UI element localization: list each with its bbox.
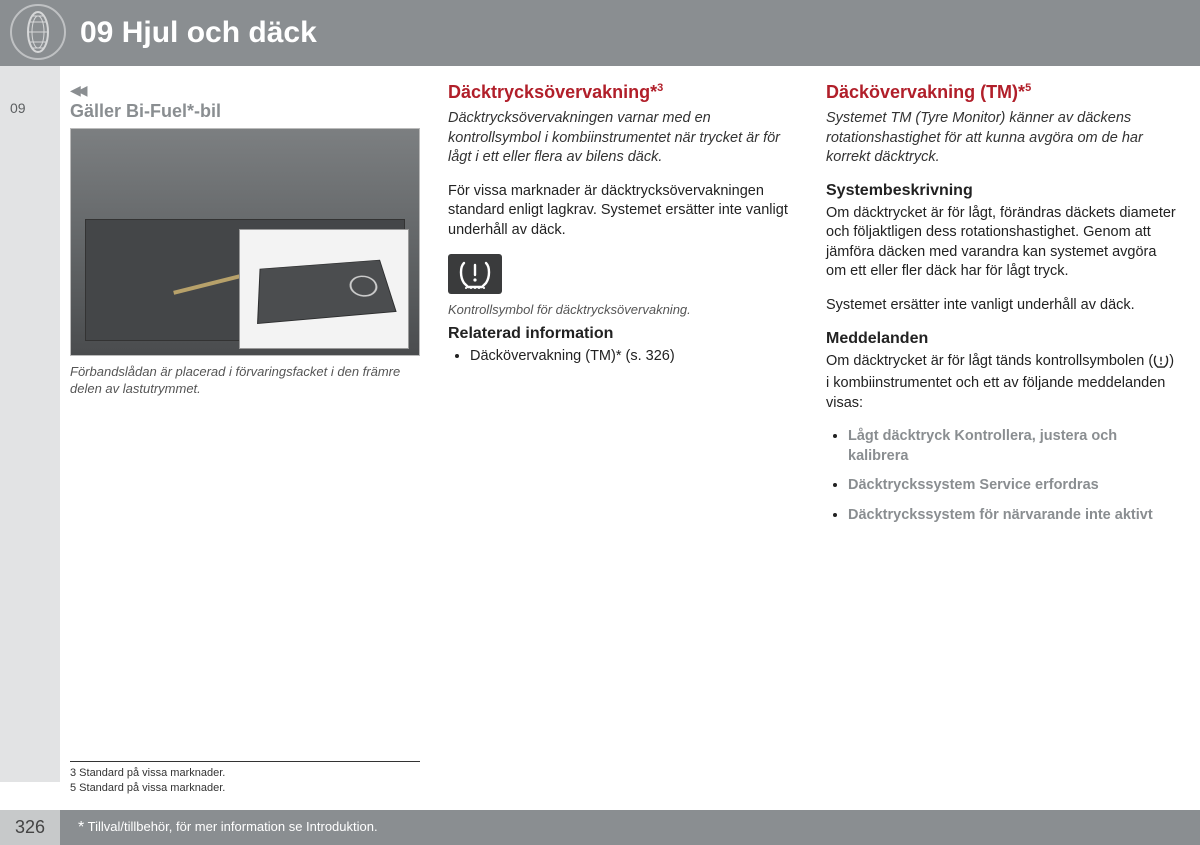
- col3-intro: Systemet TM (Tyre Monitor) känner av däc…: [826, 109, 1176, 168]
- column-1: ◀◀ Gäller Bi-Fuel*-bil Förbandslådan är …: [70, 82, 420, 535]
- continued-from-prev-icon: ◀◀: [70, 82, 420, 99]
- col2-heading-sup: 3: [657, 82, 663, 94]
- tpms-inline-icon: [1153, 354, 1169, 375]
- tpms-symbol-box: [448, 254, 502, 294]
- message-text-2: Däcktryckssystem Service erfordras: [848, 477, 1099, 493]
- chapter-title: 09 Hjul och däck: [80, 16, 317, 50]
- header-bar: 09 Hjul och däck: [0, 0, 1200, 66]
- message-text-3: Däcktryckssystem för närvarande inte akt…: [848, 507, 1153, 523]
- content-columns: ◀◀ Gäller Bi-Fuel*-bil Förbandslådan är …: [70, 82, 1180, 535]
- col1-subhead: Gäller Bi-Fuel*-bil: [70, 101, 420, 122]
- messages-intro-a: Om däcktrycket är för lågt tänds kontrol…: [826, 353, 1153, 369]
- page-number: 326: [0, 810, 60, 845]
- footer-note: * Tillval/tillbehör, för mer information…: [78, 819, 378, 837]
- trunk-photo-figure: [70, 128, 420, 356]
- footnotes: 3 Standard på vissa marknader. 5 Standar…: [70, 761, 420, 795]
- column-2: Däcktrycksövervakning*3 Däcktrycksöverva…: [448, 82, 798, 535]
- first-aid-kit-inset: [239, 229, 409, 349]
- tire-chapter-icon: [10, 4, 66, 60]
- symbol-caption: Kontrollsymbol för däcktrycksövervakning…: [448, 302, 798, 319]
- message-item-2: Däcktryckssystem Service erfordras: [848, 476, 1176, 496]
- messages-list: Lågt däcktryck Kontrollera, justera och …: [826, 427, 1176, 525]
- system-desc-heading: Systembeskrivning: [826, 182, 1176, 200]
- system-desc-p1: Om däcktrycket är för lågt, förändras dä…: [826, 204, 1176, 282]
- col2-heading-text: Däcktrycksövervakning*: [448, 82, 657, 102]
- messages-intro: Om däcktrycket är för lågt tänds kontrol…: [826, 352, 1176, 414]
- figure-caption: Förbandslådan är placerad i förvaringsfa…: [70, 364, 420, 398]
- related-info-heading: Relaterad information: [448, 325, 798, 343]
- footnote-3: 3 Standard på vissa marknader.: [70, 766, 420, 780]
- col2-heading: Däcktrycksövervakning*3: [448, 82, 798, 103]
- col2-p1: För vissa marknader är däcktrycksövervak…: [448, 182, 798, 241]
- message-item-1: Lågt däcktryck Kontrollera, justera och …: [848, 427, 1176, 466]
- related-info-list: Däckövervakning (TM)* (s. 326): [448, 347, 798, 367]
- footnote-5: 5 Standard på vissa marknader.: [70, 781, 420, 795]
- tpms-warning-icon: [458, 259, 492, 289]
- column-3: Däckövervakning (TM)*5 Systemet TM (Tyre…: [826, 82, 1176, 535]
- related-item: Däckövervakning (TM)* (s. 326): [470, 347, 798, 367]
- first-aid-kit-icon: [257, 260, 397, 324]
- left-chapter-tab: 09: [0, 66, 60, 782]
- col3-heading-text: Däckövervakning (TM)*: [826, 82, 1025, 102]
- col3-heading: Däckövervakning (TM)*5: [826, 82, 1176, 103]
- col3-heading-sup: 5: [1025, 82, 1031, 94]
- system-desc-p2: Systemet ersätter inte vanligt underhåll…: [826, 296, 1176, 316]
- chapter-number-tab: 09: [10, 100, 26, 116]
- message-text-1: Lågt däcktryck Kontrollera, justera och …: [848, 428, 1117, 464]
- col2-intro: Däcktrycksövervakningen varnar med en ko…: [448, 109, 798, 168]
- message-item-3: Däcktryckssystem för närvarande inte akt…: [848, 506, 1176, 526]
- footer-note-text: Tillval/tillbehör, för mer information s…: [84, 819, 377, 834]
- messages-heading: Meddelanden: [826, 330, 1176, 348]
